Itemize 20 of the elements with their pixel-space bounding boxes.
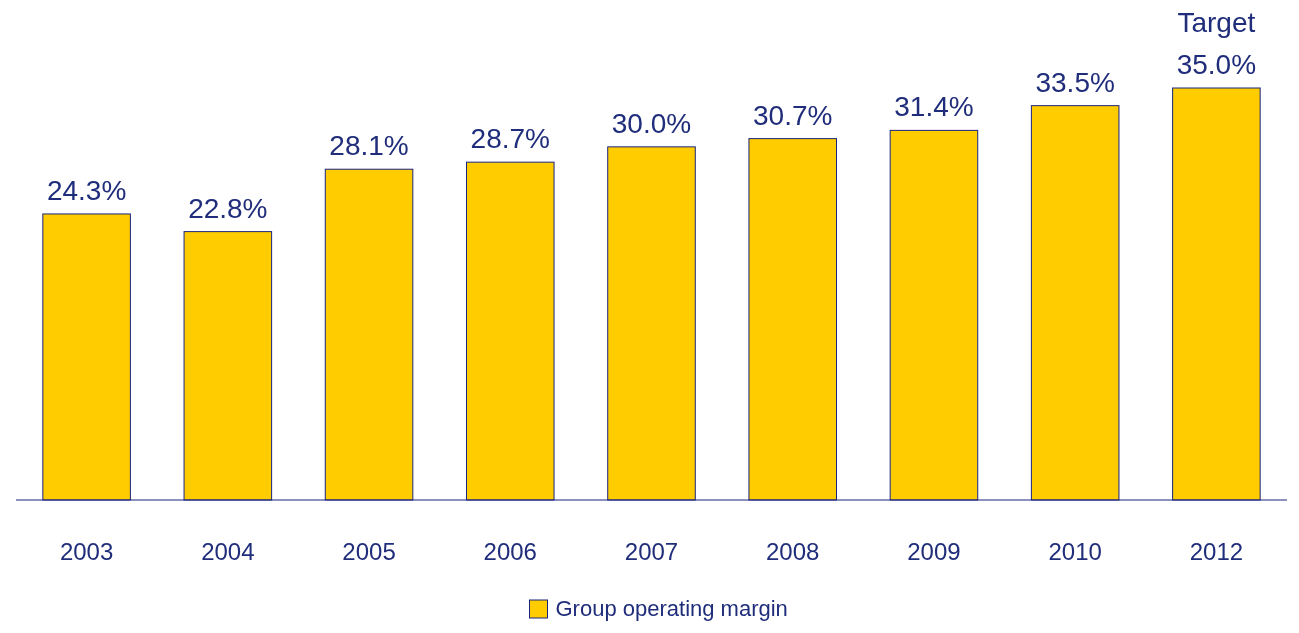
data-label: 31.4%: [894, 91, 974, 123]
data-label: 33.5%: [1035, 66, 1115, 98]
x-tick-label: 2010: [1048, 538, 1102, 565]
x-tick-label: 2003: [59, 538, 114, 565]
data-label: 35.0%: [1176, 49, 1257, 80]
data-label: 28.7%: [470, 123, 550, 155]
data-label: 22.8%: [188, 192, 268, 224]
legend-label: Group operating margin: [555, 596, 788, 621]
data-label: 30.7%: [753, 99, 833, 131]
data-label: 28.1%: [329, 130, 409, 162]
x-tick-label: 2006: [483, 538, 537, 565]
x-tick-label: 2008: [766, 538, 820, 565]
x-tick-label: 2009: [907, 538, 961, 565]
data-label: 24.3%: [46, 174, 127, 206]
x-tick-label: 2007: [624, 538, 679, 565]
x-tick-label: 2005: [342, 538, 396, 565]
x-tick-label: 2012: [1189, 538, 1244, 565]
x-tick-label: 2004: [201, 538, 255, 565]
data-label: 30.0%: [611, 107, 692, 139]
text: Target: [1177, 7, 1256, 38]
